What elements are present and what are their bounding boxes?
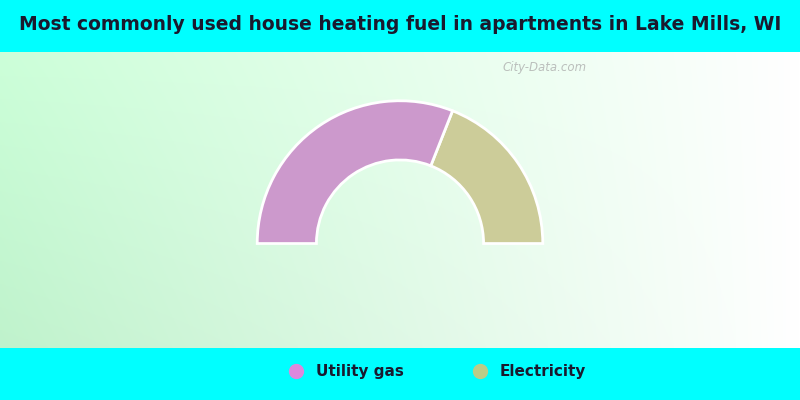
Text: Utility gas: Utility gas	[316, 364, 404, 379]
Wedge shape	[258, 101, 453, 244]
Text: Most commonly used house heating fuel in apartments in Lake Mills, WI: Most commonly used house heating fuel in…	[19, 16, 781, 34]
Text: Electricity: Electricity	[500, 364, 586, 379]
Text: City-Data.com: City-Data.com	[502, 61, 586, 74]
Wedge shape	[430, 111, 542, 244]
